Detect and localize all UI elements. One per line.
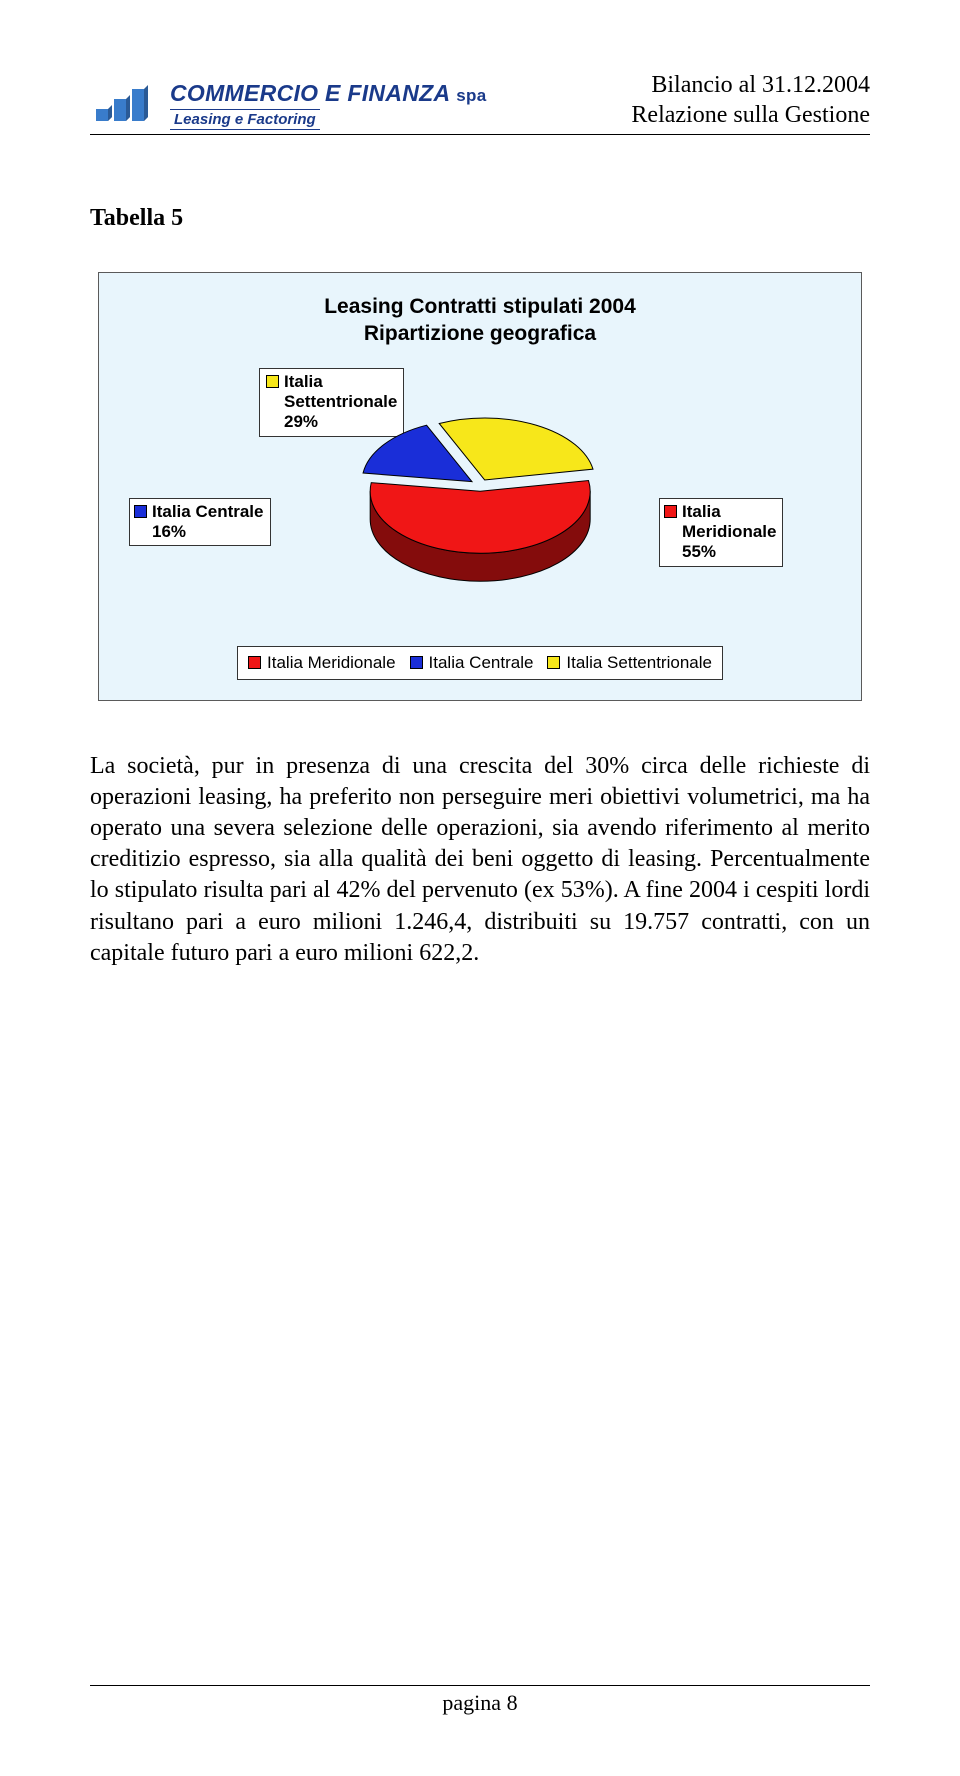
company-logo-block: COMMERCIO E FINANZA spa Leasing e Factor… (90, 80, 486, 130)
table-label: Tabella 5 (90, 205, 870, 232)
chart-legend: Italia Meridionale Italia Centrale Itali… (237, 646, 723, 680)
swatch-icon (547, 656, 560, 669)
header-right-text: Bilancio al 31.12.2004 Relazione sulla G… (631, 70, 870, 130)
callout-centrale: Italia Centrale 16% (129, 498, 271, 547)
logo-icon (90, 83, 160, 128)
company-subtitle: Leasing e Factoring (170, 109, 320, 130)
swatch-icon (266, 375, 279, 388)
body-paragraph: La società, pur in presenza di una cresc… (90, 751, 870, 969)
swatch-icon (664, 505, 677, 518)
swatch-icon (134, 505, 147, 518)
chart-card: Leasing Contratti stipulati 2004 Riparti… (98, 272, 862, 701)
chart-title: Leasing Contratti stipulati 2004 Riparti… (129, 293, 831, 348)
callout-meridionale: Italia Meridionale 55% (659, 498, 783, 567)
chart-body: Italia Settentrionale 29% Italia Central… (129, 368, 831, 638)
legend-item: Italia Centrale (410, 653, 534, 673)
swatch-icon (410, 656, 423, 669)
pie-chart (330, 390, 630, 595)
page-footer: pagina 8 (90, 1685, 870, 1716)
legend-item: Italia Meridionale (248, 653, 396, 673)
legend-item: Italia Settentrionale (547, 653, 712, 673)
swatch-icon (248, 656, 261, 669)
company-name: COMMERCIO E FINANZA spa (170, 80, 486, 107)
page-header: COMMERCIO E FINANZA spa Leasing e Factor… (90, 70, 870, 135)
